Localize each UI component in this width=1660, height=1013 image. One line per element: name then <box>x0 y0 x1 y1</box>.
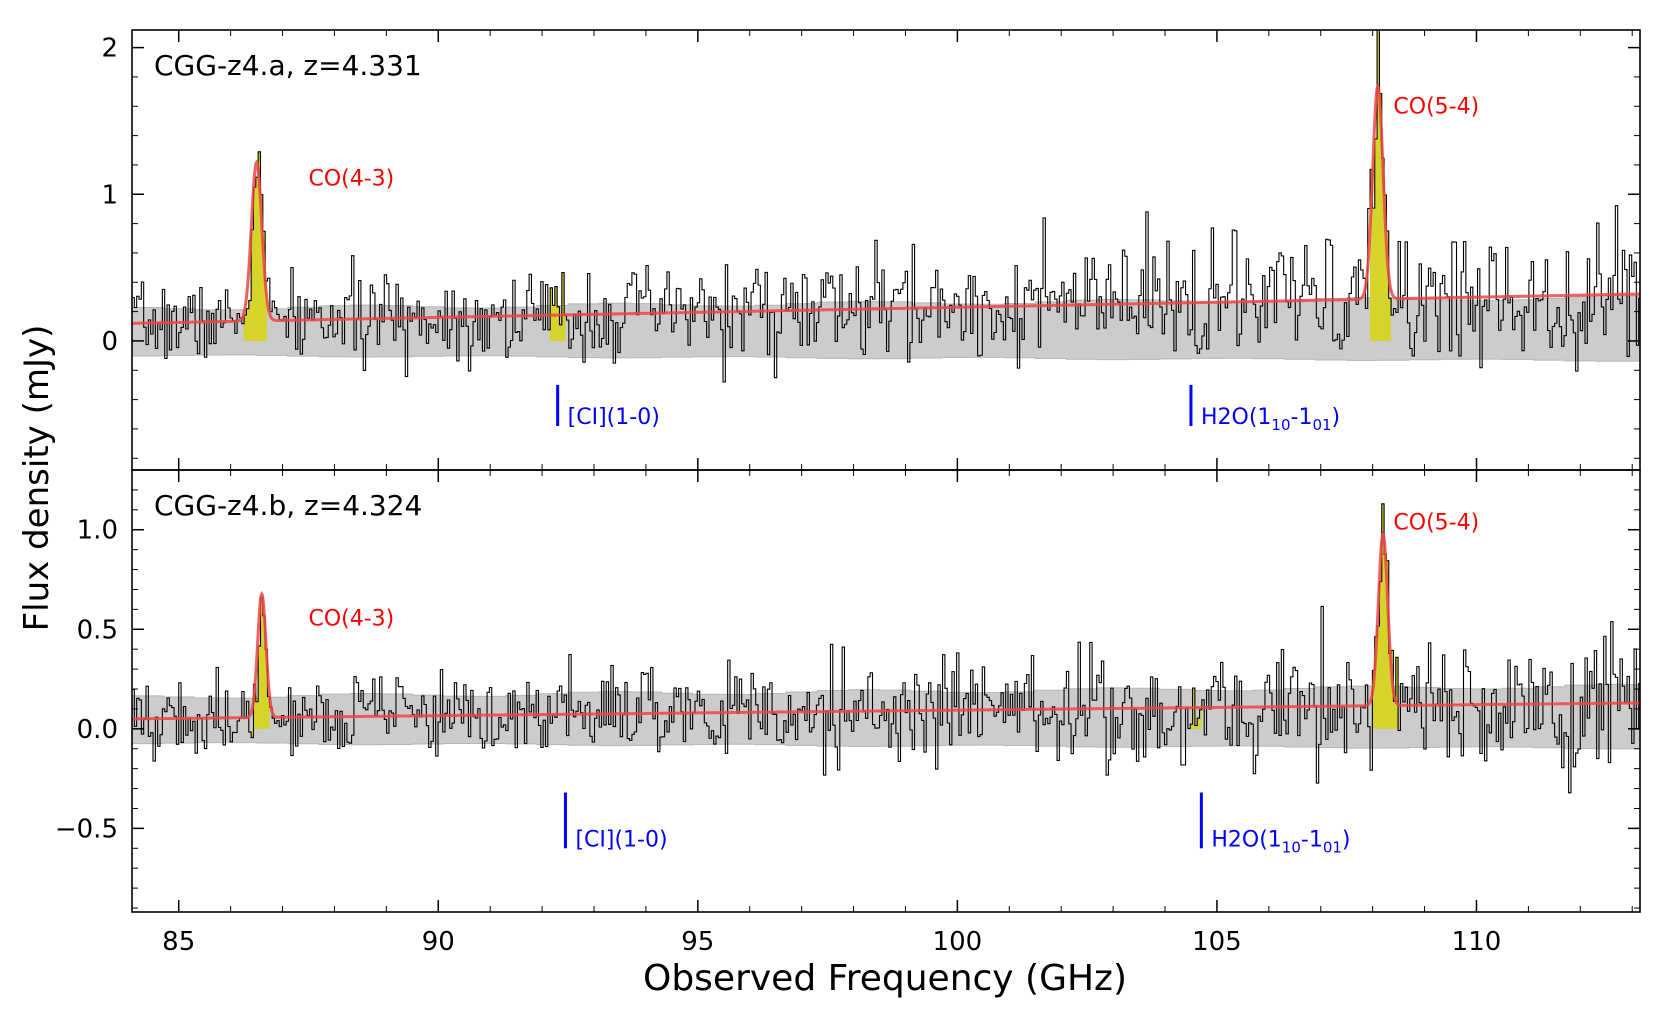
y-tick-label: 1.0 <box>77 516 118 546</box>
model-fit <box>132 83 1640 325</box>
panel-title: CGG-z4.a, z=4.331 <box>154 49 422 82</box>
y-tick-label: 0.5 <box>77 615 118 645</box>
x-tick-label: 85 <box>162 927 195 957</box>
line-label: CO(5-4) <box>1393 511 1479 536</box>
marker-label: [CI](1-0) <box>575 827 667 852</box>
y-tick-label: 0 <box>101 327 118 357</box>
y-tick-label: 1 <box>101 180 118 210</box>
y-tick-label: 2 <box>101 34 118 64</box>
marker-label: [CI](1-0) <box>568 405 660 430</box>
marker-label: H2O(110-101) <box>1201 405 1340 434</box>
line-fill-2 <box>549 272 566 341</box>
panel-bottom: −0.5 0.0 0.5 1.0 85 90 95 100 105 110 CGG-z4.b, z=… <box>55 469 1641 957</box>
x-tick-label: 110 <box>1452 927 1502 957</box>
x-axis-label: Observed Frequency (GHz) <box>643 958 1127 999</box>
line-label: CO(4-3) <box>308 606 394 631</box>
marker-label: H2O(110-101) <box>1211 827 1350 856</box>
y-tick-label: −0.5 <box>55 814 118 844</box>
line-label: CO(5-4) <box>1393 95 1479 120</box>
y-tick-label: 0.0 <box>77 715 118 745</box>
x-tick-label: 90 <box>422 927 455 957</box>
x-tick-label: 105 <box>1192 927 1242 957</box>
x-tick-label: 95 <box>681 927 714 957</box>
line-fill-1 <box>1370 30 1391 341</box>
plot-area <box>132 503 1640 794</box>
spectrum-trace <box>132 30 1640 383</box>
axes-frame <box>131 469 1641 913</box>
plot-area <box>132 30 1640 383</box>
model-fit <box>132 531 1640 721</box>
panel-top: 0 1 2 CGG-z4.a, z=4.331 CO(4-3) CO(5-4) [CI](1… <box>101 29 1641 471</box>
line-label: CO(4-3) <box>308 166 394 191</box>
panel-title: CGG-z4.b, z=4.324 <box>154 489 422 522</box>
x-tick-label: 100 <box>933 927 983 957</box>
spectrum-trace <box>132 503 1640 794</box>
y-axis-label: Flux density (mJy) <box>17 325 57 632</box>
